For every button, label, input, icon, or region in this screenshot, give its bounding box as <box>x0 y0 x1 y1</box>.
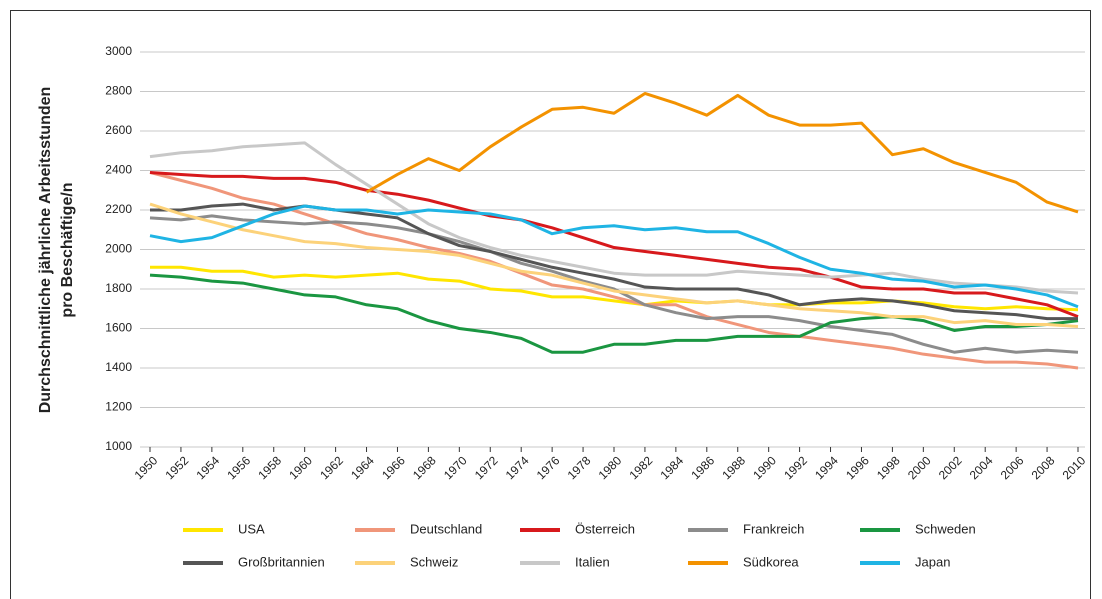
y-tick-label: 1800 <box>105 281 132 295</box>
y-tick-label: 2600 <box>105 123 132 137</box>
x-tick-label: 1972 <box>472 453 501 482</box>
series-line <box>149 214 1079 354</box>
y-tick-label: 1400 <box>105 360 132 374</box>
series-line <box>149 171 1079 370</box>
x-tick-label: 1988 <box>719 453 748 482</box>
x-tick-label: 2008 <box>1029 453 1058 482</box>
x-tick-label: 1964 <box>348 453 377 482</box>
legend-label: Italien <box>575 554 610 569</box>
x-tick-label: 1986 <box>688 453 717 482</box>
x-tick-label: 1966 <box>379 453 408 482</box>
series-line <box>149 141 1079 295</box>
series-line <box>149 170 1079 319</box>
y-tick-label: 2200 <box>105 202 132 216</box>
y-tick-label: 1600 <box>105 321 132 335</box>
x-tick-label: 1952 <box>163 453 192 482</box>
series-line <box>149 204 1079 309</box>
series-line <box>365 91 1079 214</box>
x-tick-label: 1990 <box>750 453 779 482</box>
x-tick-label: 2010 <box>1060 453 1089 482</box>
x-tick-label: 1958 <box>255 453 284 482</box>
frame <box>10 10 1091 599</box>
x-tick-label: 2004 <box>967 453 996 482</box>
y-tick-label: 2800 <box>105 84 132 98</box>
x-tick-label: 1992 <box>781 453 810 482</box>
x-tick-label: 1974 <box>503 453 532 482</box>
legend-label: Großbritannien <box>238 554 325 569</box>
legend-label: Schweden <box>915 521 976 536</box>
y-tick-label: 2400 <box>105 163 132 177</box>
legend-label: Österreich <box>575 521 635 536</box>
x-tick-label: 1954 <box>193 453 222 482</box>
y-tick-label: 1000 <box>105 439 132 453</box>
x-tick-label: 1978 <box>565 453 594 482</box>
legend-label: USA <box>238 521 265 536</box>
x-tick-label: 2002 <box>936 453 965 482</box>
x-tick-label: 1962 <box>317 453 346 482</box>
legend-label: Frankreich <box>743 521 804 536</box>
series-line <box>149 273 1079 354</box>
legend-label: Schweiz <box>410 554 458 569</box>
legend-label: Südkorea <box>743 554 799 569</box>
x-tick-label: 1968 <box>410 453 439 482</box>
x-tick-label: 1982 <box>627 453 656 482</box>
x-tick-label: 1980 <box>596 453 625 482</box>
legend-label: Japan <box>915 554 950 569</box>
x-tick-label: 2000 <box>905 453 934 482</box>
x-tick-label: 1960 <box>286 453 315 482</box>
y-tick-label: 1200 <box>105 400 132 414</box>
x-tick-label: 1998 <box>874 453 903 482</box>
y-tick-label: 2000 <box>105 242 132 256</box>
x-tick-label: 1976 <box>534 453 563 482</box>
legend-label: Deutschland <box>410 521 482 536</box>
x-tick-label: 1984 <box>657 453 686 482</box>
series-line <box>149 202 1079 329</box>
x-tick-label: 1994 <box>812 453 841 482</box>
x-tick-label: 1956 <box>224 453 253 482</box>
series-line <box>150 265 1079 312</box>
y-axis-title: Durchschnittliche jährliche Arbeitsstund… <box>37 87 54 414</box>
x-tick-label: 1996 <box>843 453 872 482</box>
y-tick-label: 3000 <box>105 44 132 58</box>
x-tick-label: 2006 <box>998 453 1027 482</box>
y-axis-title: pro Beschäftige/n <box>59 182 76 317</box>
x-tick-label: 1950 <box>132 453 161 482</box>
x-tick-label: 1970 <box>441 453 470 482</box>
